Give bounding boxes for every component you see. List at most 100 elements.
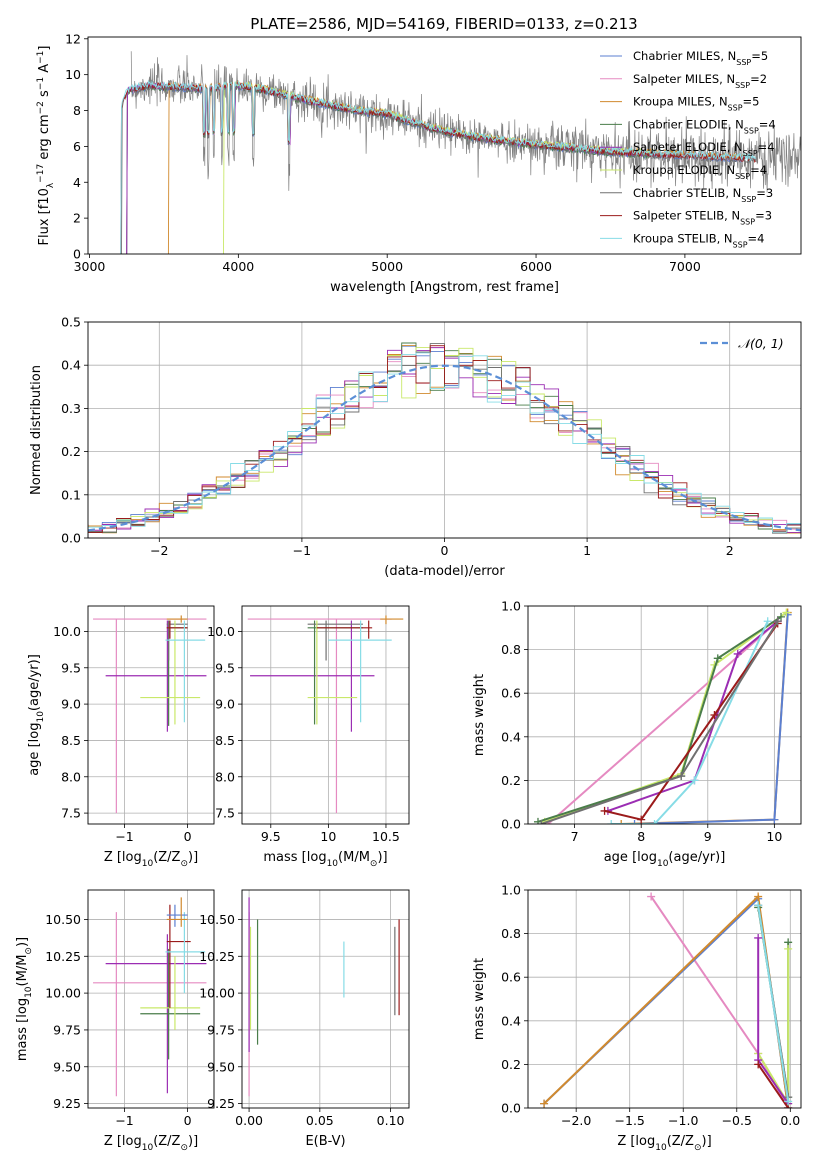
y-tick-label: 8.5 [61,733,81,748]
chart-panel: −2.0 −1.5 −1.0 −0.5 0.0 0.0 0.2 0.4 0.6 0.8 1.0 Z [… [472,883,802,1153]
y-tick-label: 7.5 [61,806,81,821]
plot-area [247,615,404,814]
y-axis-label: mass weight [472,674,487,756]
plot-area [248,897,400,1097]
x-tick-label: 0.0 [780,1113,800,1128]
plot-area [93,615,207,814]
x-tick-label: 8 [637,829,645,844]
x-tick-label: 5000 [371,259,403,274]
y-tick-label: 0.2 [501,1057,521,1072]
data-marker [540,1099,549,1108]
y-tick-label: 12 [65,31,81,46]
data-marker [630,820,639,824]
data-marker [770,815,779,824]
x-tick-label: 0.00 [235,1113,263,1128]
mass-weight-line [547,620,779,824]
y-tick-label: 9.5 [215,660,235,675]
chart-panel: −1 0 9.25 9.50 9.75 10.00 10.25 10.50 Z [log10(Z… [15,889,215,1153]
x-tick-label: 9 [704,829,712,844]
y-tick-label: 9.25 [53,1096,81,1111]
data-marker [782,608,791,617]
y-tick-label: 0 [73,247,81,262]
data-marker [784,944,793,953]
data-marker [600,806,609,815]
y-tick-label: 10.25 [45,949,81,964]
data-marker [713,654,722,663]
x-tick-label: −1.0 [668,1113,698,1128]
axes-frame [87,605,215,825]
y-tick-label: 9.75 [53,1022,81,1037]
chart-panel: 0.00 0.05 0.10 9.25 9.50 9.75 10.00 10.25 10.50 E… [199,889,410,1149]
y-tick-label: 10.0 [207,624,235,639]
x-tick-label: −1 [115,1113,133,1128]
axes-frame [241,605,410,825]
legend-label: Chabrier MILES, NSSP=5 [633,49,768,67]
y-tick-label: 0.8 [501,642,521,657]
mass-weight-line [650,895,790,1108]
axes-frame [527,605,802,825]
y-tick-label: 0.6 [501,970,521,985]
data-marker [710,711,719,719]
y-tick-label: 0.4 [501,1013,521,1028]
y-tick-label: 2 [73,211,81,226]
x-tick-label: −2 [150,543,168,558]
plot-area [88,342,801,538]
plot-area [93,897,207,1097]
y-tick-label: 8.0 [215,769,235,784]
y-tick-label: 9.75 [207,1022,235,1037]
data-marker [754,892,763,901]
data-marker [650,820,659,824]
y-tick-label: 7.5 [215,806,235,821]
axes-frame [241,889,410,1109]
data-marker [677,772,686,781]
x-axis-label: age [log10(age/yr)] [604,850,726,869]
x-tick-label: −2.0 [561,1113,591,1128]
legend-label: Salpeter STELIB, NSSP=3 [633,209,772,227]
x-tick-label: 2 [726,543,734,558]
y-axis-label: mass [log10(M/M⊙)] [15,937,34,1061]
data-marker [647,892,656,901]
axes-frame [87,889,215,1109]
y-tick-label: 0.8 [501,926,521,941]
x-tick-label: 0.10 [377,1113,405,1128]
x-tick-label: 10 [766,829,782,844]
y-tick-label: 8.0 [61,769,81,784]
legend-label: Chabrier STELIB, NSSP=3 [633,186,773,204]
legend-label: 𝒩(0, 1) [738,336,784,351]
x-tick-label: 6000 [520,259,552,274]
y-tick-label: 0.0 [501,1101,521,1116]
y-tick-label: 10.00 [45,986,81,1001]
x-tick-label: 7000 [669,259,701,274]
x-axis-label: wavelength [Angstrom, rest frame] [330,280,559,295]
y-tick-label: 1.0 [501,599,521,614]
axes-frame [87,36,802,255]
x-tick-label: −1.5 [615,1113,645,1128]
x-tick-label: 0 [184,829,192,844]
y-tick-label: 0.6 [501,686,521,701]
mass-weight-line [604,622,779,821]
model-spectrum-line [120,80,756,254]
legend-label: Salpeter MILES, NSSP=2 [633,72,767,90]
chart-panels: 3000 4000 5000 6000 7000024681012wavelength … [15,31,802,1153]
data-marker [754,933,763,942]
x-axis-label: Z [log10(Z/Z⊙)] [104,850,198,869]
chart-panel: −1 0 7.5 8.0 8.5 9.0 9.5 10.0 Z [log10(Z/Z⊙)] age… [27,605,215,869]
y-tick-label: 0.4 [61,358,81,373]
x-tick-label: 3000 [74,259,106,274]
normal-curve [88,364,801,532]
data-marker [537,820,546,824]
y-tick-label: 6 [73,139,81,154]
plot-area [120,51,801,254]
y-tick-label: 9.25 [207,1096,235,1111]
data-marker [763,617,772,626]
legend-label: Kroupa ELODIE, NSSP=4 [633,163,767,181]
y-tick-label: 0.0 [501,817,521,832]
y-axis-label: Normed distribution [29,365,44,495]
y-tick-label: 10.50 [45,912,81,927]
x-axis-label: E(B-V) [305,1134,345,1149]
x-tick-label: 10 [320,829,336,844]
y-tick-label: 10 [65,67,81,82]
axes-frame [87,321,802,539]
x-tick-label: 0 [441,543,449,558]
